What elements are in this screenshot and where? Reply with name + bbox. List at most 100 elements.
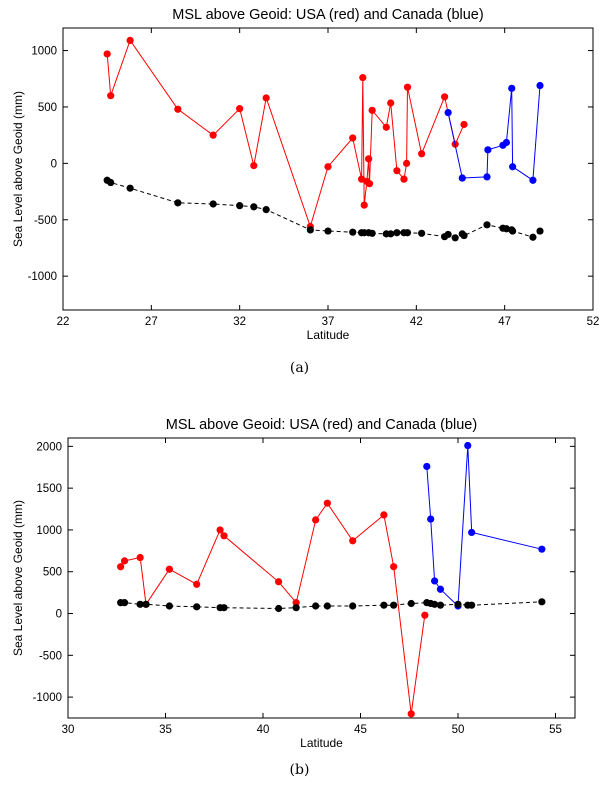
data-point-reference [262,206,270,214]
data-point-canada [464,441,472,450]
series-line-reference [106,179,541,239]
data-point-usa [103,50,111,58]
data-point-usa [393,167,401,175]
data-point-usa [236,105,244,113]
caption-a: (a) [289,360,310,376]
data-point-canada [436,585,445,593]
data-point-reference [460,231,468,240]
series-line-usa [120,502,426,714]
y-axis-label: Sea Level above Geoid (mm) [11,500,25,656]
y-axis-label: Sea Level above Geoid (mm) [11,91,25,247]
data-point-canada [529,176,537,184]
series-line-canada [426,445,542,608]
data-point-usa [368,106,376,114]
series-line-usa [106,39,465,229]
data-point-usa [275,578,283,586]
data-point-reference [193,603,201,611]
x-tick-label: 35 [159,724,172,736]
y-tick-label: 2000 [36,441,62,453]
data-point-reference [509,227,517,235]
data-point-usa [387,99,395,107]
data-point-reference [174,199,182,207]
data-point-reference [390,601,398,609]
x-tick-label: 55 [549,724,562,736]
data-point-usa [292,599,300,607]
x-tick-label: 37 [322,316,335,328]
data-point-reference [403,229,412,237]
data-point-canada [431,577,439,585]
data-point-canada [484,146,492,154]
x-tick-label: 52 [587,316,599,328]
data-point-reference [538,598,546,606]
data-point-usa [359,74,367,82]
data-point-reference [275,604,283,613]
data-point-usa [365,180,374,188]
data-point-canada [536,81,544,90]
data-point-usa [403,159,411,167]
x-tick-label: 45 [354,724,367,736]
data-point-usa [390,563,398,571]
y-tick-label: -500 [34,215,57,227]
data-point-canada [468,528,476,537]
data-point-reference [349,228,357,236]
data-point-reference [107,178,115,187]
data-point-usa [421,611,429,619]
data-point-usa [365,155,373,163]
x-tick-label: 40 [257,724,270,736]
data-point-usa [165,565,173,573]
y-tick-label: 0 [51,158,57,170]
data-point-canada [458,174,466,182]
data-point-reference [368,229,376,237]
caption-b: (b) [289,762,310,778]
data-point-canada [444,109,452,117]
series-line-canada [447,85,541,182]
data-point-reference [323,602,331,610]
y-tick-label: -1000 [28,271,57,283]
data-point-usa [107,92,115,100]
x-tick-label: 47 [498,316,511,328]
data-point-usa [136,553,144,562]
y-tick-label: 1000 [36,525,62,537]
data-point-usa [312,516,320,524]
data-point-canada [538,545,546,553]
data-point-reference [236,202,244,210]
data-point-usa [117,563,125,571]
data-point-reference [120,599,129,607]
data-point-reference [306,226,314,234]
data-point-usa [360,201,368,209]
data-point-usa [250,162,258,170]
data-point-reference [436,601,445,609]
data-point-usa [349,537,357,545]
series-line-reference [120,601,542,610]
chart-b: MSL above Geoid: USA (red) and Canada (b… [11,417,576,750]
data-point-reference [444,230,452,239]
data-point-canada [483,173,491,181]
chart-panel-b: MSL above Geoid: USA (red) and Canada (b… [0,410,599,797]
data-point-usa [262,94,270,102]
x-tick-label: 27 [145,316,158,328]
data-point-reference [292,604,300,612]
data-point-usa [174,105,182,113]
data-point-usa [323,499,331,507]
data-point-reference [529,233,537,241]
y-tick-label: 1500 [36,483,62,495]
data-point-reference [536,227,544,235]
plot-frame [67,437,576,719]
data-point-reference [312,602,320,610]
data-point-canada [427,515,435,523]
y-tick-label: -500 [39,650,62,662]
chart-title: MSL above Geoid: USA (red) and Canada (b… [166,417,477,433]
x-tick-label: 32 [233,316,246,328]
data-point-reference [418,229,426,237]
x-tick-label: 22 [57,316,70,328]
data-point-usa [216,526,224,534]
data-point-usa [460,120,468,129]
data-point-reference [126,184,134,192]
x-tick-label: 30 [62,724,75,736]
x-tick-label: 50 [452,724,465,736]
data-point-usa [403,83,412,91]
y-tick-label: 1000 [31,46,57,58]
data-point-reference [468,601,476,609]
data-point-usa [120,557,129,565]
data-point-usa [324,163,332,171]
